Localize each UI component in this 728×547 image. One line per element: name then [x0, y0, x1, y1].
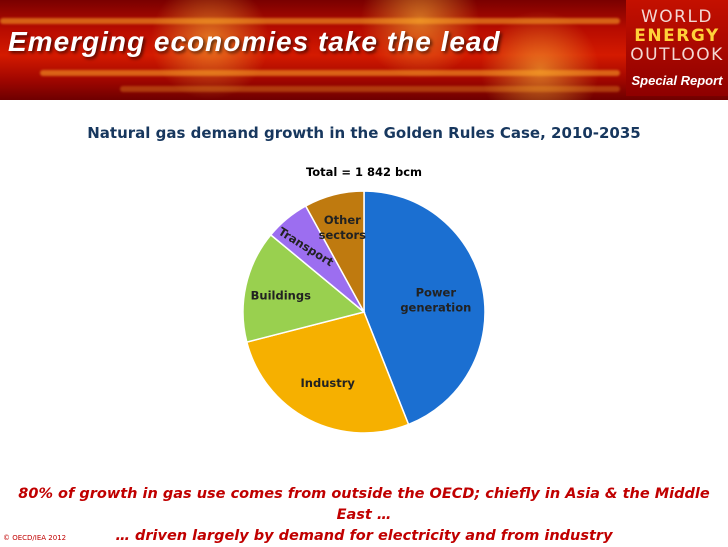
- logo-subtitle: Special Report: [631, 73, 723, 88]
- chart-title: Natural gas demand growth in the Golden …: [87, 124, 641, 142]
- header-banner: Emerging economies take the lead WORLD E…: [0, 0, 728, 100]
- footer-caption: 80% of growth in gas use comes from outs…: [0, 484, 728, 547]
- pie-label-other-sectors: Other sectors: [319, 213, 367, 242]
- footer-line-2: … driven largely by demand for electrici…: [115, 528, 613, 544]
- footer-line-1: 80% of growth in gas use comes from outs…: [18, 486, 710, 523]
- logo-line-world: WORLD: [640, 7, 714, 27]
- pie-slices: [242, 190, 486, 434]
- pie-label-buildings: Buildings: [251, 289, 311, 303]
- pie-label-industry: Industry: [301, 376, 356, 390]
- pie-label-power-generation: Power generation: [400, 286, 471, 315]
- slide-title: Emerging economies take the lead: [8, 26, 501, 57]
- pie-slice-power-generation: [363, 190, 486, 426]
- chart-total: Total = 1 842 bcm: [305, 165, 423, 179]
- pie-slice-other-sectors: [304, 190, 365, 313]
- pie-slice-buildings: [242, 233, 366, 344]
- pie-slice-industry: [245, 311, 410, 434]
- logo-line-energy: ENERGY: [634, 26, 720, 46]
- copyright-notice: © OECD/IEA 2012: [3, 534, 67, 542]
- logo-line-outlook: OUTLOOK: [630, 45, 724, 65]
- weo-logo: WORLD ENERGY OUTLOOK Special Report: [626, 0, 728, 96]
